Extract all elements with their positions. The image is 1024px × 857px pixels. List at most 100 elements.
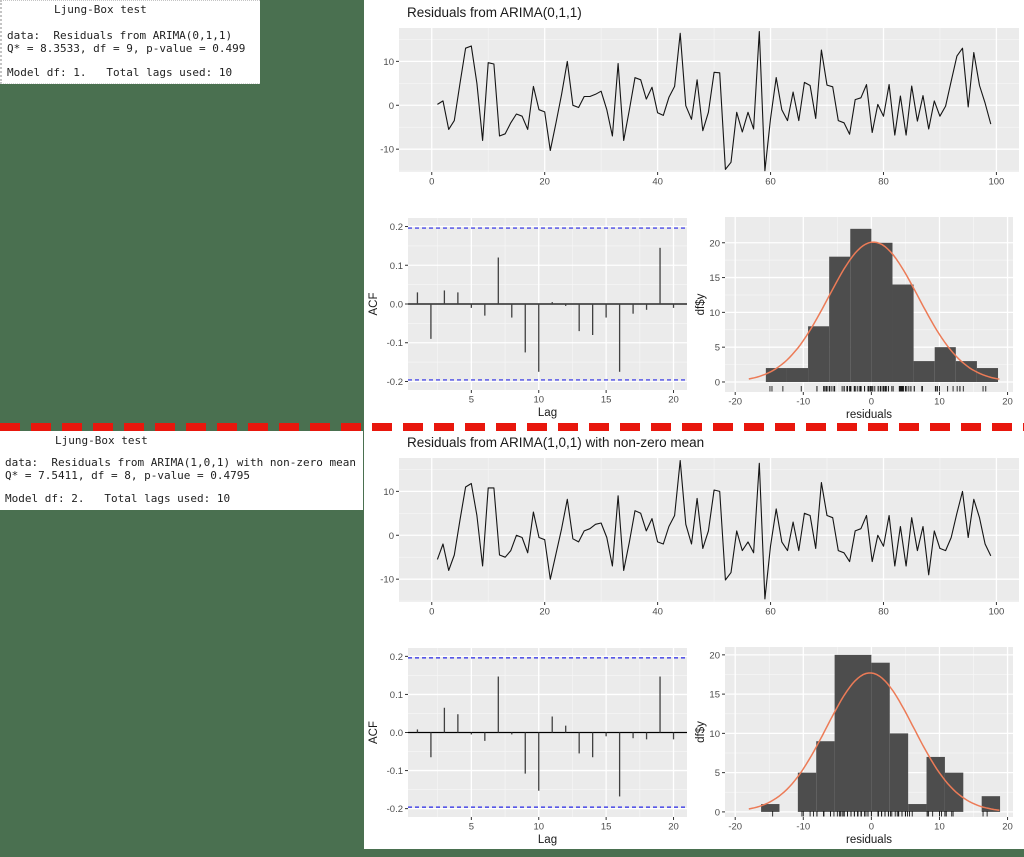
hist-top-svg: -20 -10 0 10 20 0 5 10 15 20 residuals df$y [695, 217, 1013, 421]
x-tick-label: 0 [429, 177, 434, 188]
x-tick-label: 20 [539, 177, 550, 188]
histogram-bar [850, 228, 872, 382]
plot-title: Residuals from ARIMA(1,0,1) with non-zer… [407, 435, 704, 450]
x-tick-label: 60 [765, 177, 776, 188]
y-tick-label: 0 [715, 807, 720, 818]
x-tick-label: 40 [652, 177, 663, 188]
x-tick-label: 100 [988, 177, 1004, 188]
ljung-model-df-line: Model df: 2. Total lags used: 10 [5, 492, 231, 505]
histogram-bar [976, 368, 999, 382]
x-tick-label: 0 [869, 397, 874, 408]
x-tick-label: 0 [869, 822, 874, 833]
y-tick-label: -0.1 [387, 766, 403, 777]
histogram-bar [908, 804, 927, 812]
x-axis-label: residuals [846, 409, 892, 421]
x-tick-label: 20 [668, 395, 679, 406]
x-tick-label: 10 [934, 822, 945, 833]
x-tick-label: 40 [652, 607, 663, 618]
ljung-q-line: Q* = 8.3533, df = 9, p-value = 0.499 [7, 42, 246, 55]
y-tick-label: -0.2 [387, 804, 403, 815]
y-axis-label: ACF [368, 293, 380, 316]
y-tick-label: 0.0 [390, 300, 403, 311]
x-axis-label: Lag [538, 834, 557, 846]
histogram-bar [797, 772, 817, 812]
histogram-bar [889, 733, 909, 812]
ljung-data-line: data: Residuals from ARIMA(0,1,1) [7, 29, 233, 42]
x-tick-label: 80 [878, 607, 889, 618]
x-tick-label: 20 [668, 822, 679, 833]
acf-chart-bottom: 5 10 15 20 0.2 0.1 0.0 -0.1 -0.2 Lag ACF [365, 635, 695, 857]
residual-histogram-chart-bottom: -20 -10 0 10 20 0 5 10 15 20 residuals df$y [695, 635, 1024, 857]
residual-series-chart-bottom: 0 20 40 60 80 100 -10 0 10 Residuals from ARIMA(1… [365, 430, 1024, 632]
x-tick-label: 100 [988, 607, 1004, 618]
y-tick-label: 0 [389, 101, 394, 112]
histogram-bar [761, 804, 780, 812]
x-tick-label: 0 [429, 607, 434, 618]
x-tick-label: 20 [1002, 397, 1013, 408]
histogram-bar [955, 361, 977, 382]
y-tick-label: -10 [380, 575, 394, 586]
density-curve [748, 672, 1000, 811]
ljung-title: Ljung-Box test [55, 434, 148, 447]
histogram-bar [829, 256, 851, 382]
histogram-bar [834, 654, 853, 812]
acf-chart-top: 5 10 15 20 0.2 0.1 0.0 -0.1 -0.2 Lag ACF [365, 205, 695, 422]
y-tick-label: 5 [715, 343, 720, 354]
ts-top-svg: 0 20 40 60 80 100 -10 0 10 Residuals from ARIMA(0… [380, 5, 1019, 188]
y-tick-label: 5 [715, 768, 720, 779]
residual-histogram-chart-top: -20 -10 0 10 20 0 5 10 15 20 residuals df$y [695, 205, 1024, 422]
red-dashed-separator [0, 423, 1024, 431]
bottom-margin-strip [0, 849, 1024, 857]
y-tick-label: 20 [709, 650, 720, 661]
x-tick-label: -20 [728, 822, 742, 833]
acf-bot-svg: 5 10 15 20 0.2 0.1 0.0 -0.1 -0.2 Lag ACF [368, 648, 687, 846]
y-tick-label: 0.2 [390, 652, 403, 663]
histogram-bar [926, 756, 945, 812]
residual-line [437, 30, 992, 172]
ljung-box-output-top: Ljung-Box test data: Residuals from ARIM… [0, 0, 260, 84]
y-tick-label: 0.0 [390, 728, 403, 739]
x-tick-label: -10 [796, 397, 810, 408]
histogram-bar [853, 654, 872, 812]
y-tick-label: -0.2 [387, 377, 403, 388]
hist-bot-svg: -20 -10 0 10 20 0 5 10 15 20 residuals df$y [695, 647, 1013, 846]
y-tick-label: 10 [709, 308, 720, 319]
y-tick-label: 0 [389, 531, 394, 542]
histogram-bar [816, 741, 835, 812]
x-axis-label: Lag [538, 407, 557, 419]
y-tick-label: -0.1 [387, 338, 403, 349]
y-tick-label: 0.1 [390, 690, 403, 701]
x-tick-label: 10 [934, 397, 945, 408]
residual-line [436, 460, 992, 600]
x-tick-label: 15 [601, 822, 612, 833]
y-tick-label: 10 [383, 57, 394, 68]
y-tick-label: 15 [709, 273, 720, 284]
y-tick-label: 10 [383, 487, 394, 498]
x-tick-label: 10 [533, 822, 544, 833]
x-tick-label: -10 [796, 822, 810, 833]
y-axis-label: ACF [368, 721, 380, 744]
x-tick-label: 20 [1002, 822, 1013, 833]
x-tick-label: 20 [539, 607, 550, 618]
y-tick-label: 10 [709, 729, 720, 740]
x-tick-label: 15 [601, 395, 612, 406]
y-tick-label: 20 [709, 238, 720, 249]
y-tick-label: 0.2 [390, 222, 403, 233]
y-tick-label: -10 [380, 145, 394, 156]
density-curve [748, 241, 1000, 380]
ts-bot-svg: 0 20 40 60 80 100 -10 0 10 Residuals from ARIMA(1… [380, 435, 1019, 618]
histogram-bar [871, 662, 890, 812]
x-tick-label: -20 [728, 397, 742, 408]
plot-panel [399, 28, 1019, 172]
x-tick-label: 80 [878, 177, 889, 188]
histogram-bar [786, 368, 809, 382]
histogram-bar [871, 242, 893, 382]
ljung-q-line: Q* = 7.5411, df = 8, p-value = 0.4795 [5, 469, 251, 482]
histogram-bar [808, 326, 830, 382]
y-axis-label: df$y [695, 293, 707, 315]
y-axis-label: df$y [695, 721, 707, 743]
histogram-bar [892, 284, 914, 382]
histogram-bar [765, 368, 787, 382]
acf-top-svg: 5 10 15 20 0.2 0.1 0.0 -0.1 -0.2 Lag ACF [368, 218, 687, 419]
